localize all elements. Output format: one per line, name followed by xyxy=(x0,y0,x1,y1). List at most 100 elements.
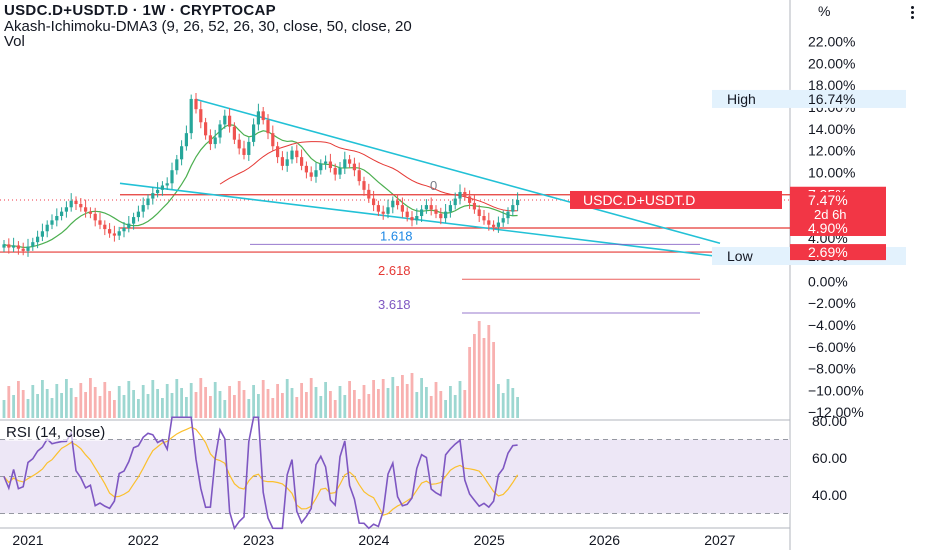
volume-bar xyxy=(170,393,174,418)
volume-bar xyxy=(266,389,270,418)
candle xyxy=(218,124,222,138)
current-price-value: 7.47% xyxy=(808,192,848,208)
price-tick-label: 0.00% xyxy=(808,273,848,289)
candle xyxy=(290,150,294,160)
volume-bar xyxy=(242,390,246,418)
volume-bar xyxy=(492,342,495,418)
symbol-price-tag xyxy=(570,190,782,209)
candle xyxy=(482,216,486,221)
volume-bar xyxy=(391,377,395,418)
candle xyxy=(338,168,342,175)
candle xyxy=(69,200,73,208)
high-marker-bg xyxy=(712,89,906,108)
candle xyxy=(199,109,203,123)
candle xyxy=(112,233,116,236)
volume-bar xyxy=(31,385,35,418)
volume-bar xyxy=(165,384,169,418)
rsi-tick-label: 60.00 xyxy=(812,450,847,466)
volume-bar xyxy=(98,396,102,418)
price-tick-label: 14.00% xyxy=(808,121,855,137)
volume-bar xyxy=(89,378,92,418)
high-marker-label: High xyxy=(727,91,756,107)
price-axis[interactable]: 80.0060.0040.0022.00%20.00%18.00%16.00%1… xyxy=(570,34,906,503)
axis-unit[interactable]: % xyxy=(818,3,831,19)
candle xyxy=(36,236,40,243)
candle xyxy=(232,126,236,140)
candle xyxy=(122,227,126,232)
candle xyxy=(511,205,515,212)
fib-label: 2.618 xyxy=(378,263,411,278)
candle xyxy=(228,115,232,127)
candle xyxy=(98,220,102,225)
volume-bar xyxy=(429,396,433,418)
candle xyxy=(280,157,284,166)
symbol-title[interactable]: USDC.D+USDT.D · 1W · CRYPTOCAP xyxy=(4,2,276,19)
rsi-pane xyxy=(0,416,790,531)
candle xyxy=(372,198,376,206)
candle xyxy=(175,159,179,171)
volume-legend[interactable]: Vol xyxy=(4,33,25,50)
candle xyxy=(386,207,390,214)
candle xyxy=(319,163,323,171)
candle xyxy=(415,216,419,221)
candle xyxy=(50,220,54,225)
candle xyxy=(472,202,476,210)
volume-bar xyxy=(151,380,155,418)
volume-bar xyxy=(79,383,83,418)
volume-bar xyxy=(473,334,476,418)
rsi-legend[interactable]: RSI (14, close) xyxy=(6,424,106,441)
volume-bar xyxy=(194,392,198,418)
volume-bar xyxy=(338,386,342,418)
volume-bar xyxy=(223,400,227,418)
volume-bar xyxy=(453,395,457,418)
volume-bar xyxy=(41,380,44,418)
volume-bar xyxy=(257,394,260,418)
candle xyxy=(2,244,6,248)
candle xyxy=(405,211,409,218)
time-axis[interactable]: 2021 2022 2023 2024 2025 2026 2027 xyxy=(12,532,735,548)
volume-bar xyxy=(463,390,467,418)
more-options-icon[interactable] xyxy=(905,4,921,20)
volume-bar xyxy=(420,378,423,418)
candle xyxy=(242,148,246,155)
candle xyxy=(391,200,395,208)
volume-bar xyxy=(233,395,236,418)
volume-bar xyxy=(401,375,404,418)
volume-bar xyxy=(74,397,78,418)
volume-bar xyxy=(17,381,20,418)
volume-bar xyxy=(122,395,126,418)
candle xyxy=(208,135,212,145)
time-tick-label: 2027 xyxy=(704,532,735,548)
volume-bar xyxy=(228,386,231,418)
volume-bar xyxy=(458,381,462,418)
candle xyxy=(506,211,510,219)
candle xyxy=(492,224,496,227)
level-badge-value: 4.90% xyxy=(808,220,848,236)
candle xyxy=(400,205,404,212)
candle xyxy=(300,157,304,166)
candle xyxy=(333,168,337,175)
candle xyxy=(31,242,35,247)
indicator-legend[interactable]: Akash-Ichimoku-DMA3 (9, 26, 52, 26, 30, … xyxy=(4,18,412,35)
candle xyxy=(458,192,462,199)
candle xyxy=(496,222,500,227)
low-marker-label: Low xyxy=(727,248,754,264)
candle xyxy=(324,161,328,164)
volume-bar xyxy=(281,393,284,418)
volume-bar xyxy=(314,387,318,418)
level-badge xyxy=(790,244,886,261)
level-badge xyxy=(790,219,886,236)
volume-bar xyxy=(343,395,347,418)
candle xyxy=(12,245,16,248)
candle xyxy=(276,146,280,158)
candle xyxy=(204,122,208,136)
candle xyxy=(424,205,428,210)
rsi-line xyxy=(3,416,518,531)
candle xyxy=(127,223,131,228)
candle xyxy=(463,192,467,197)
volume-bar xyxy=(468,347,471,418)
candle xyxy=(348,159,352,164)
candle xyxy=(501,218,505,223)
volume-bar xyxy=(12,395,15,418)
